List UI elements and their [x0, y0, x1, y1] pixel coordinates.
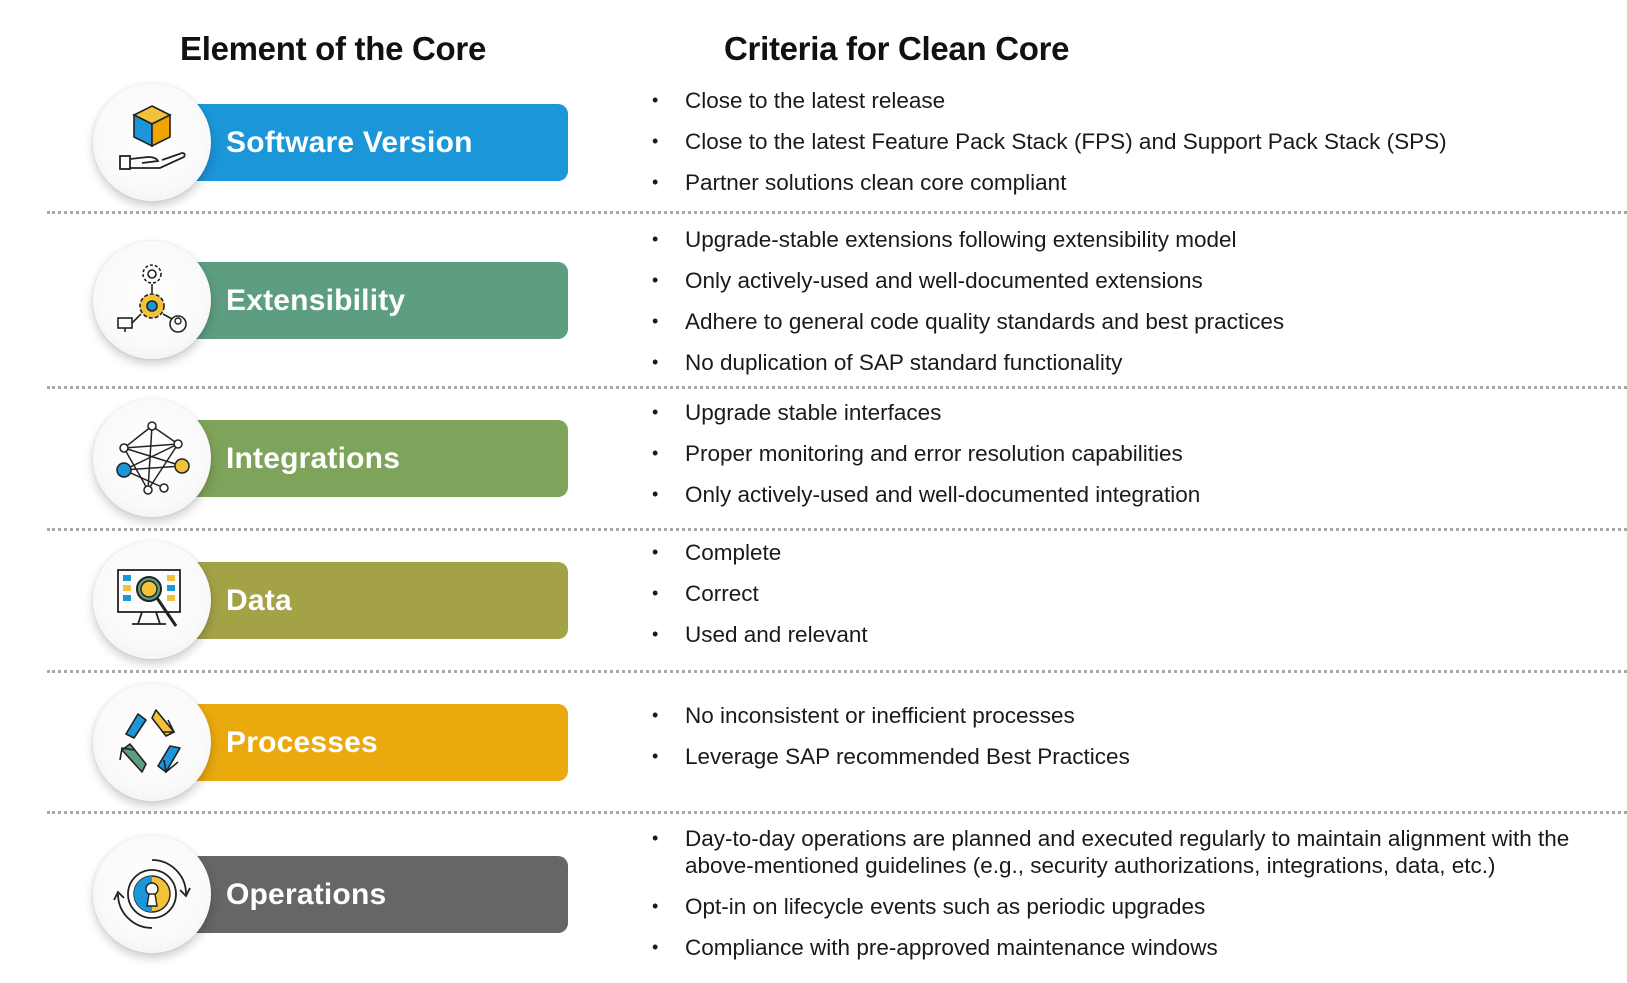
criterion: Upgrade stable interfaces	[652, 399, 1200, 426]
criterion: No inconsistent or inefficient processes	[652, 702, 1130, 729]
pill-label: Software Version	[226, 125, 473, 159]
criterion: Partner solutions clean core compliant	[652, 169, 1447, 196]
pill-label: Data	[226, 583, 292, 617]
criteria-list-integrations: Upgrade stable interfaces Proper monitor…	[652, 399, 1200, 522]
criterion: Upgrade-stable extensions following exte…	[652, 226, 1284, 253]
pill-extensibility: Extensibility	[180, 262, 568, 339]
pill-software-version: Software Version	[180, 104, 568, 181]
criteria-list-operations: Day-to-day operations are planned and ex…	[652, 825, 1610, 975]
disc-operations	[93, 835, 211, 953]
pill-data: Data	[180, 562, 568, 639]
criterion: Day-to-day operations are planned and ex…	[652, 825, 1610, 879]
criterion: Adhere to general code quality standards…	[652, 308, 1284, 335]
pill-operations: Operations	[180, 856, 568, 933]
criterion: Correct	[652, 580, 868, 607]
monitor-magnifier-icon	[117, 569, 181, 627]
criteria-list-processes: No inconsistent or inefficient processes…	[652, 702, 1130, 784]
network-nodes-icon	[116, 421, 190, 495]
pill-processes: Processes	[180, 704, 568, 781]
criterion: Used and relevant	[652, 621, 868, 648]
extensibility-gears-icon	[117, 264, 187, 333]
row-divider	[47, 211, 1627, 214]
criterion: Only actively-used and well-documented e…	[652, 267, 1284, 294]
cycle-arrows-icon	[119, 709, 181, 774]
pill-label: Integrations	[226, 441, 401, 475]
criteria-list-extensibility: Upgrade-stable extensions following exte…	[652, 226, 1284, 390]
disc-processes	[93, 683, 211, 801]
disc-software-version	[93, 83, 211, 201]
row-divider	[47, 528, 1627, 531]
criterion: Close to the latest Feature Pack Stack (…	[652, 128, 1447, 155]
pill-integrations: Integrations	[180, 420, 568, 497]
pill-label: Extensibility	[226, 283, 406, 317]
criterion: Close to the latest release	[652, 87, 1447, 114]
criterion: Only actively-used and well-documented i…	[652, 481, 1200, 508]
criteria-list-software-version: Close to the latest release Close to the…	[652, 87, 1447, 210]
criterion: Leverage SAP recommended Best Practices	[652, 743, 1130, 770]
criterion: Proper monitoring and error resolution c…	[652, 440, 1200, 467]
criteria-list-data: Complete Correct Used and relevant	[652, 539, 868, 662]
header-criteria: Criteria for Clean Core	[724, 30, 1070, 67]
criterion: Opt-in on lifecycle events such as perio…	[652, 893, 1610, 920]
pill-label: Processes	[226, 725, 378, 759]
disc-data	[93, 541, 211, 659]
criterion: Complete	[652, 539, 868, 566]
header-element: Element of the Core	[180, 30, 487, 67]
disc-integrations	[93, 399, 211, 517]
pill-label: Operations	[226, 877, 387, 911]
row-divider	[47, 811, 1627, 814]
criterion: Compliance with pre-approved maintenance…	[652, 934, 1610, 961]
criterion: No duplication of SAP standard functiona…	[652, 349, 1284, 376]
row-divider	[47, 386, 1627, 389]
row-divider	[47, 670, 1627, 673]
software-box-hand-icon	[119, 105, 186, 170]
keyhole-lock-icon	[113, 859, 191, 929]
disc-extensibility	[93, 241, 211, 359]
